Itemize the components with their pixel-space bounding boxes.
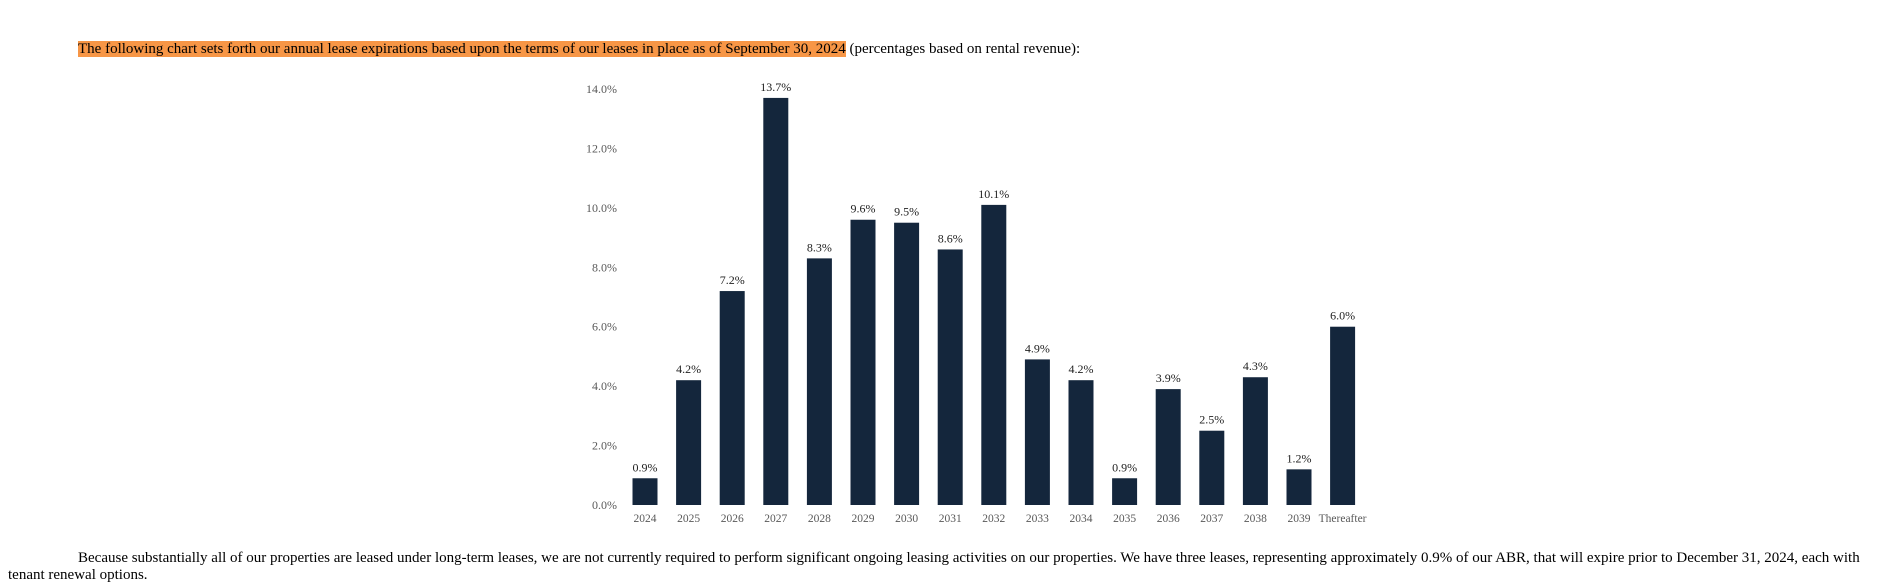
data-label: 1.2% [1287,451,1312,465]
bar [763,97,789,506]
bar [937,249,963,505]
data-label: 4.2% [676,362,701,376]
bar [1286,469,1312,505]
data-label: 4.3% [1243,359,1268,373]
lease-expiration-bar-chart: 0.0% 2.0% 4.0% 6.0% 8.0% 10.0% 12.0% 14.0% 0.9%… [586,80,1367,525]
closing-paragraph: Because substantially all of our propert… [8,550,1878,584]
data-label: 3.9% [1156,371,1181,385]
bar [1068,380,1094,505]
intro-sentence: The following chart sets forth our annua… [78,40,1080,58]
data-label: 8.3% [807,240,832,254]
bar [1112,478,1138,505]
bar [719,291,745,505]
data-label: 6.0% [1330,309,1355,323]
data-label: 0.9% [1112,460,1137,474]
y-axis-tick-labels: 0.0% 2.0% 4.0% 6.0% 8.0% 10.0% 12.0% 14.0% [586,82,617,512]
intro-highlighted-text: The following chart sets forth our annua… [78,41,846,57]
data-label: 2.5% [1199,413,1224,427]
x-tick-label: 2029 [852,513,875,525]
y-tick-label: 10.0% [586,201,617,215]
data-label: 8.6% [938,231,963,245]
bar [1024,359,1050,505]
bar-data-labels: 0.9% 4.2% 7.2% 13.7% 8.3% 9.6% 9.5% 8.6% 10.1% 4.… [633,80,1356,474]
x-tick-label: 2025 [677,513,700,525]
y-tick-label: 8.0% [592,260,617,274]
data-label: 9.5% [894,205,919,219]
x-axis-tick-labels: 2024 2025 2026 2027 2028 2029 2030 2031 2032 2033… [634,513,1367,525]
bar [1330,326,1356,505]
data-label: 4.2% [1069,362,1094,376]
bar [981,204,1007,505]
bar [850,219,876,505]
x-tick-label: 2024 [634,513,657,525]
intro-rest-text: (percentages based on rental revenue): [845,41,1081,57]
x-tick-label: 2036 [1157,513,1180,525]
data-label: 10.1% [978,187,1009,201]
x-tick-label: 2032 [982,513,1005,525]
x-tick-label: 2028 [808,513,831,525]
x-tick-label: 2033 [1026,513,1049,525]
bar [806,258,832,505]
x-tick-label: 2031 [939,513,962,525]
y-tick-label: 6.0% [592,320,617,334]
bar [1155,389,1181,505]
y-tick-label: 0.0% [592,498,617,512]
bars [632,97,1356,506]
bar [1242,377,1268,505]
x-tick-label: 2027 [764,513,787,525]
y-tick-label: 4.0% [592,379,617,393]
bar [1199,430,1225,505]
x-tick-label: 2038 [1244,513,1267,525]
x-tick-label: Thereafter [1319,513,1367,525]
data-label: 13.7% [760,80,791,94]
closing-text: Because substantially all of our propert… [8,550,1860,583]
data-label: 4.9% [1025,341,1050,355]
data-label: 9.6% [851,202,876,216]
x-tick-label: 2037 [1200,513,1223,525]
y-tick-label: 12.0% [586,141,617,155]
y-tick-label: 14.0% [586,82,617,96]
x-tick-label: 2039 [1288,513,1311,525]
x-tick-label: 2034 [1070,513,1093,525]
bar [632,478,658,505]
y-tick-label: 2.0% [592,439,617,453]
x-tick-label: 2035 [1113,513,1136,525]
x-tick-label: 2030 [895,513,918,525]
data-label: 7.2% [720,273,745,287]
data-label: 0.9% [633,460,658,474]
bar [676,380,702,505]
x-tick-label: 2026 [721,513,744,525]
bar [894,222,920,505]
